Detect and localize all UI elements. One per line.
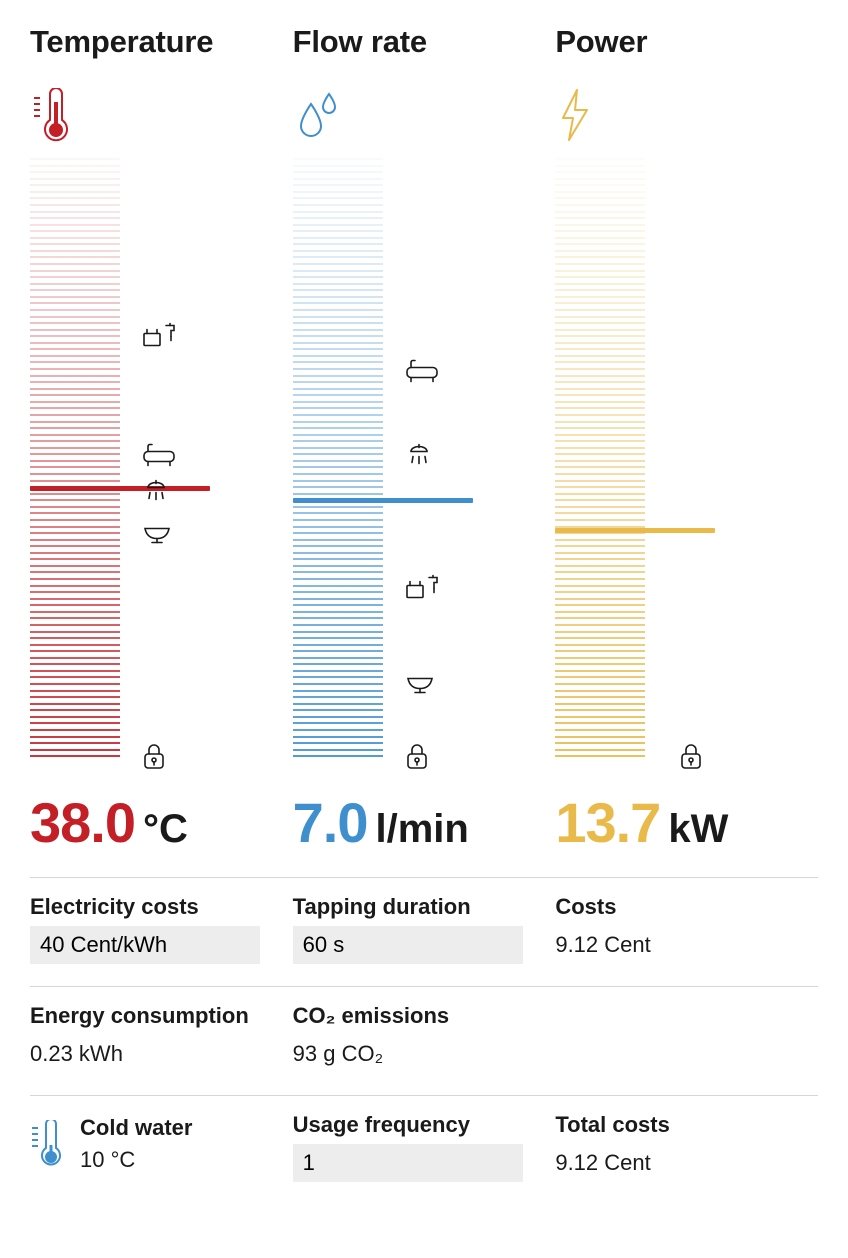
tapping-duration-label: Tapping duration bbox=[293, 894, 528, 920]
droplets-icon bbox=[293, 88, 556, 144]
costs-cell: Costs 9.12 Cent bbox=[555, 894, 818, 964]
divider bbox=[30, 1095, 818, 1096]
power-title: Power bbox=[555, 24, 818, 60]
co2-label: CO₂ emissions bbox=[293, 1003, 528, 1029]
temperature-unit: °C bbox=[143, 807, 188, 852]
tapping-duration-cell: Tapping duration bbox=[293, 894, 556, 964]
sink-icon bbox=[142, 523, 172, 550]
cold-water-cell: Cold water 10 °C bbox=[30, 1112, 293, 1182]
total-costs-cell: Total costs 9.12 Cent bbox=[555, 1112, 818, 1182]
power-unit: kW bbox=[668, 807, 728, 852]
lightning-icon bbox=[555, 88, 818, 144]
cold-thermometer-icon bbox=[30, 1120, 66, 1175]
cold-water-value: 10 °C bbox=[80, 1147, 192, 1179]
sink-icon bbox=[405, 673, 435, 700]
temperature-slider[interactable] bbox=[30, 158, 293, 758]
bath-icon bbox=[405, 360, 439, 389]
flow-slider[interactable] bbox=[293, 158, 556, 758]
lock-icon[interactable] bbox=[679, 742, 703, 758]
co2-cell: CO₂ emissions 93 g CO₂ bbox=[293, 1003, 556, 1073]
power-value: 13.7 bbox=[555, 790, 660, 855]
energy-consumption-cell: Energy consumption 0.23 kWh bbox=[30, 1003, 293, 1073]
power-column: Power 13.7 kW bbox=[555, 24, 818, 855]
usage-frequency-input[interactable] bbox=[293, 1144, 523, 1182]
temperature-value: 38.0 bbox=[30, 790, 135, 855]
costs-label: Costs bbox=[555, 894, 790, 920]
temperature-column: Temperature 38.0 °C bbox=[30, 24, 293, 855]
pot-faucet-icon bbox=[142, 322, 178, 355]
power-slider[interactable] bbox=[555, 158, 818, 758]
electricity-costs-label: Electricity costs bbox=[30, 894, 265, 920]
usage-frequency-cell: Usage frequency bbox=[293, 1112, 556, 1182]
bath-icon bbox=[142, 444, 176, 473]
flow-title: Flow rate bbox=[293, 24, 556, 60]
flow-unit: l/min bbox=[376, 807, 469, 852]
pot-faucet-icon bbox=[405, 574, 441, 607]
usage-frequency-label: Usage frequency bbox=[293, 1112, 528, 1138]
electricity-costs-input[interactable] bbox=[30, 926, 260, 964]
co2-value: 93 g CO₂ bbox=[293, 1035, 528, 1073]
shower-icon bbox=[405, 443, 435, 474]
shower-icon bbox=[142, 479, 172, 510]
cold-water-label: Cold water bbox=[80, 1115, 192, 1141]
flow-column: Flow rate 7.0 l/min bbox=[293, 24, 556, 855]
lock-icon[interactable] bbox=[142, 742, 166, 758]
tapping-duration-input[interactable] bbox=[293, 926, 523, 964]
temperature-title: Temperature bbox=[30, 24, 293, 60]
energy-consumption-label: Energy consumption bbox=[30, 1003, 265, 1029]
flow-value: 7.0 bbox=[293, 790, 368, 855]
lock-icon[interactable] bbox=[405, 742, 429, 758]
costs-value: 9.12 Cent bbox=[555, 926, 790, 964]
divider bbox=[30, 986, 818, 987]
total-costs-value: 9.12 Cent bbox=[555, 1144, 790, 1182]
electricity-costs-cell: Electricity costs bbox=[30, 894, 293, 964]
divider bbox=[30, 877, 818, 878]
total-costs-label: Total costs bbox=[555, 1112, 790, 1138]
thermometer-icon bbox=[30, 88, 293, 144]
energy-consumption-value: 0.23 kWh bbox=[30, 1035, 265, 1073]
